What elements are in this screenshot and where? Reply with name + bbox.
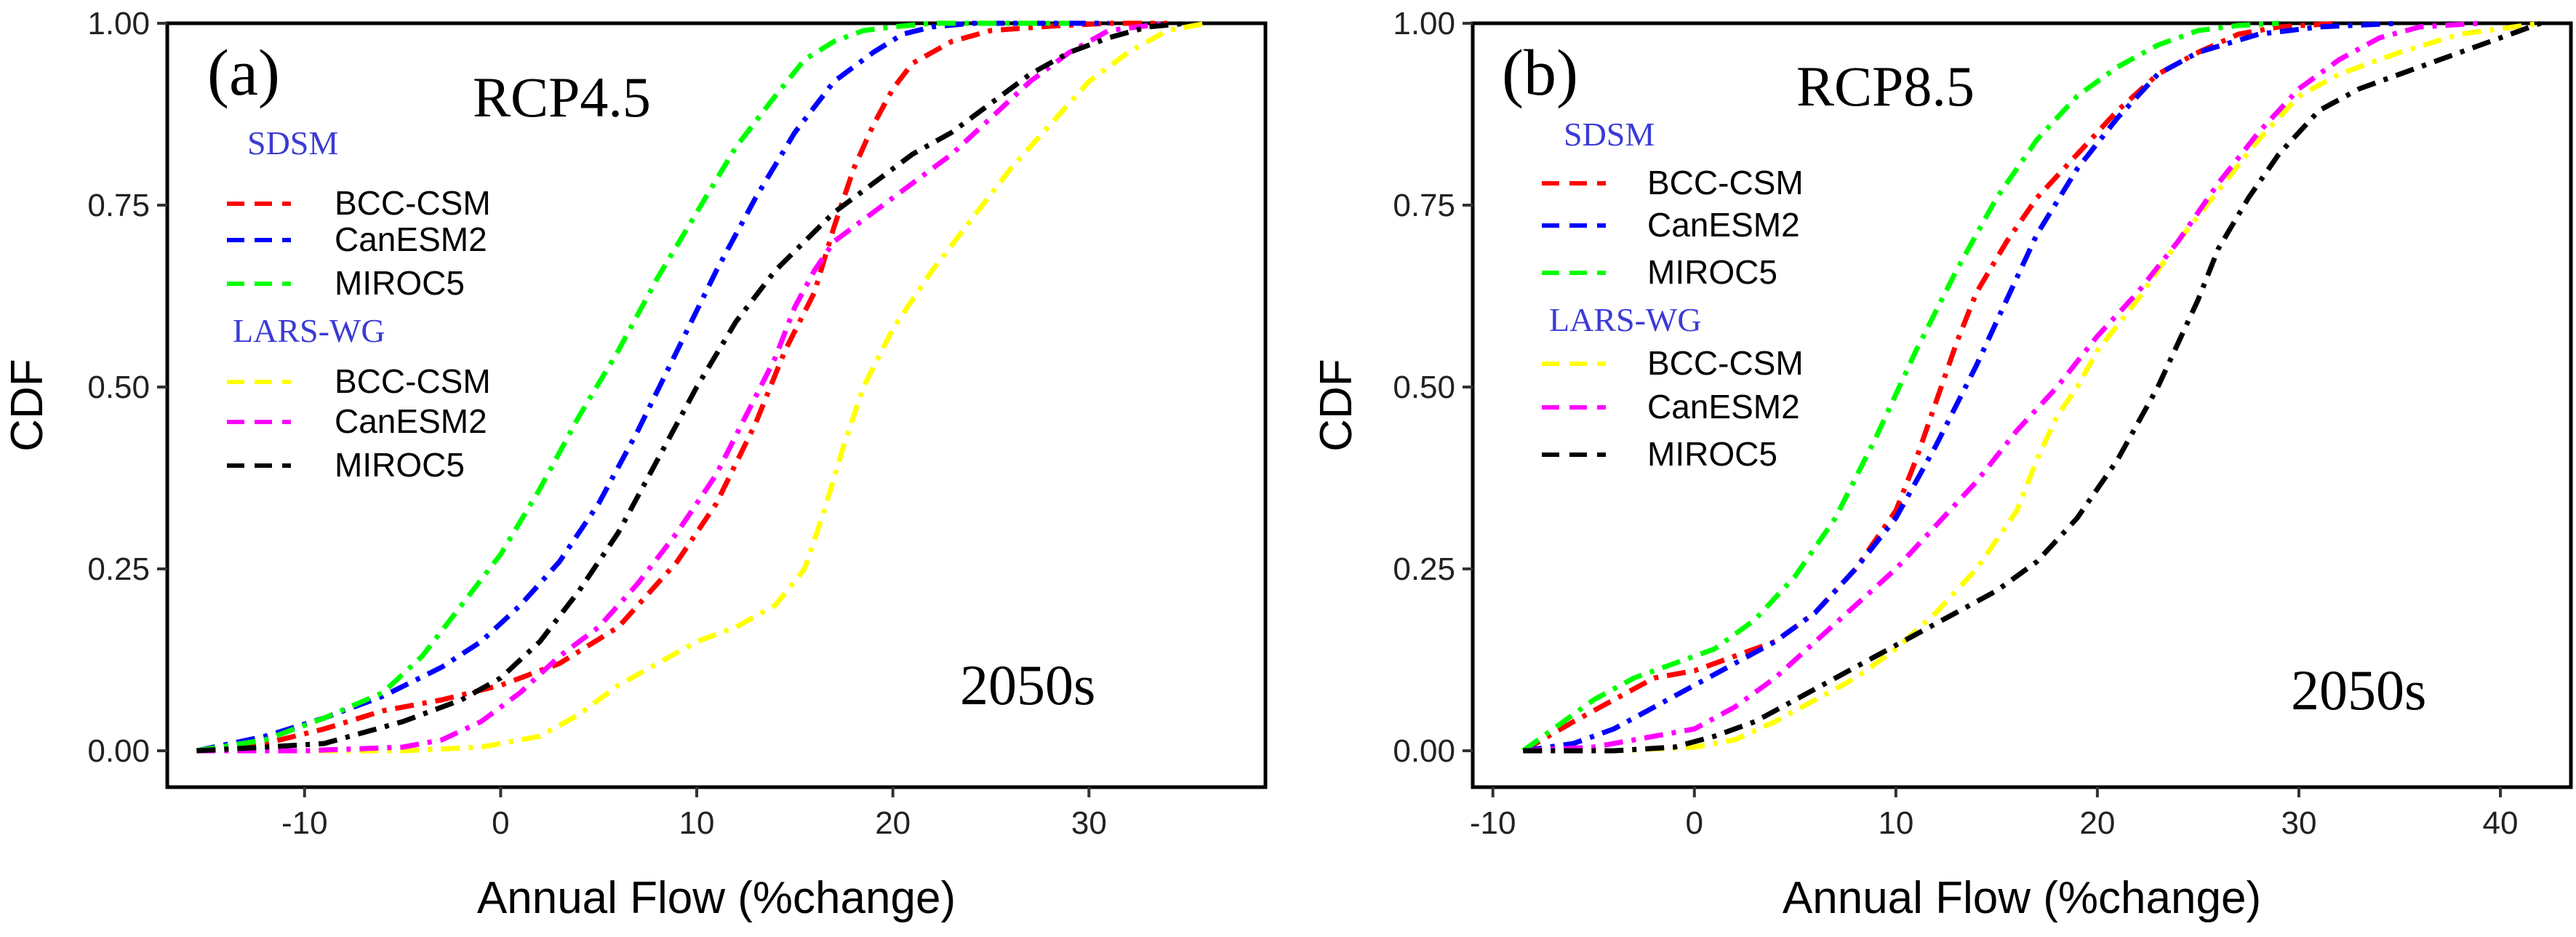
panel-a-label: (a) bbox=[207, 37, 280, 109]
panel-b-legend-group-sdsm: SDSM bbox=[1564, 116, 1655, 153]
panel-a: 0.00 0.25 0.50 0.75 1.00 -10 0 10 20 30 (a) RCP4… bbox=[2, 6, 1268, 923]
panel-b-legend: SDSM BCC-CSM CanESM2 MIROC5 LARS-WG BCC-… bbox=[1542, 116, 1804, 473]
panel-b-plot-frame bbox=[1471, 21, 2573, 789]
panel-b-x-axis-title: Annual Flow (%change) bbox=[1783, 873, 2261, 923]
series-line-sdsm-canesm2 bbox=[1522, 20, 2400, 754]
panel-b-legend-label-lars-canesm2: CanESM2 bbox=[1647, 388, 1800, 426]
panel-a-x-ticks: -10 0 10 20 30 bbox=[281, 787, 1107, 841]
panel-a-y-axis-title: CDF bbox=[2, 359, 52, 451]
panel-b-legend-label-sdsm-miroc5: MIROC5 bbox=[1647, 253, 1777, 291]
x-tick-label: 30 bbox=[1071, 805, 1107, 841]
x-tick-label: -10 bbox=[1470, 805, 1516, 841]
panel-a-x-axis-title: Annual Flow (%change) bbox=[477, 873, 956, 923]
panel-a-legend-group-lars-wg: LARS-WG bbox=[233, 312, 385, 349]
x-tick-label: 10 bbox=[679, 805, 715, 841]
panel-a-series-layer bbox=[196, 20, 1207, 754]
y-tick-label: 0.00 bbox=[1393, 733, 1455, 769]
panel-a-period-label: 2050s bbox=[960, 653, 1095, 717]
panel-b-legend-label-sdsm-bcc-csm: BCC-CSM bbox=[1647, 164, 1804, 202]
panel-b-label: (b) bbox=[1502, 37, 1578, 109]
panel-b-series-layer bbox=[1521, 20, 2542, 754]
panel-a-legend-label-sdsm-bcc-csm: BCC-CSM bbox=[335, 184, 491, 222]
panel-b-legend-label-sdsm-canesm2: CanESM2 bbox=[1647, 206, 1800, 244]
panel-a-legend-group-sdsm: SDSM bbox=[247, 124, 338, 162]
x-tick-label: 40 bbox=[2483, 805, 2519, 841]
panel-a-legend-label-sdsm-canesm2: CanESM2 bbox=[335, 220, 487, 258]
panel-a-legend-label-sdsm-miroc5: MIROC5 bbox=[335, 264, 465, 302]
series-line-lars-wg-miroc5 bbox=[1523, 20, 2542, 754]
panel-b: 0.00 0.25 0.50 0.75 1.00 -10 0 10 20 30 40 (b) RC… bbox=[1311, 6, 2573, 923]
y-tick-label: 0.25 bbox=[1393, 551, 1455, 587]
y-tick-label: 0.50 bbox=[87, 370, 150, 405]
y-tick-label: 0.75 bbox=[87, 188, 150, 223]
panel-b-y-ticks: 0.00 0.25 0.50 0.75 1.00 bbox=[1393, 6, 1473, 769]
x-tick-label: 30 bbox=[2281, 805, 2316, 841]
x-tick-label: -10 bbox=[281, 805, 328, 841]
y-tick-label: 0.00 bbox=[87, 733, 150, 769]
panel-b-x-ticks: -10 0 10 20 30 40 bbox=[1470, 787, 2519, 841]
series-line-lars-wg-canesm2 bbox=[1523, 20, 2481, 754]
x-tick-label: 10 bbox=[1878, 805, 1913, 841]
series-line-lars-wg-bcc-csm bbox=[1523, 20, 2541, 754]
x-tick-label: 0 bbox=[1686, 805, 1703, 841]
y-tick-label: 0.75 bbox=[1393, 188, 1455, 223]
panel-a-y-ticks: 0.00 0.25 0.50 0.75 1.00 bbox=[87, 6, 167, 769]
series-line-sdsm-canesm2 bbox=[196, 20, 1109, 754]
panel-b-period-label: 2050s bbox=[2291, 658, 2426, 722]
panel-b-legend-group-lars-wg: LARS-WG bbox=[1549, 301, 1702, 338]
series-line-lars-wg-miroc5 bbox=[196, 20, 1188, 754]
panel-a-legend: SDSM BCC-CSM CanESM2 MIROC5 LARS-WG BCC-… bbox=[227, 124, 491, 484]
series-line-lars-wg-canesm2 bbox=[196, 20, 1168, 754]
panel-b-legend-label-lars-miroc5: MIROC5 bbox=[1647, 435, 1777, 473]
series-line-sdsm-miroc5 bbox=[1521, 20, 2279, 753]
x-tick-label: 0 bbox=[492, 805, 509, 841]
panel-b-legend-label-lars-bcc-csm: BCC-CSM bbox=[1647, 344, 1804, 382]
panel-a-legend-label-lars-canesm2: CanESM2 bbox=[335, 402, 487, 440]
y-tick-label: 0.25 bbox=[87, 551, 150, 587]
y-tick-label: 1.00 bbox=[87, 6, 150, 41]
series-line-lars-wg-bcc-csm bbox=[196, 20, 1207, 754]
x-tick-label: 20 bbox=[2079, 805, 2115, 841]
panel-b-scenario-label: RCP8.5 bbox=[1796, 55, 1975, 118]
panel-a-legend-label-lars-miroc5: MIROC5 bbox=[335, 446, 465, 484]
x-tick-label: 20 bbox=[875, 805, 911, 841]
series-line-sdsm-bcc-csm bbox=[196, 20, 1168, 754]
panel-a-legend-label-lars-bcc-csm: BCC-CSM bbox=[335, 362, 491, 400]
y-tick-label: 1.00 bbox=[1393, 6, 1455, 41]
panel-a-plot-frame bbox=[165, 21, 1268, 789]
panel-a-scenario-label: RCP4.5 bbox=[473, 65, 651, 129]
y-tick-label: 0.50 bbox=[1393, 370, 1455, 405]
panel-b-y-axis-title: CDF bbox=[1311, 359, 1361, 451]
series-line-sdsm-miroc5 bbox=[196, 20, 1070, 754]
